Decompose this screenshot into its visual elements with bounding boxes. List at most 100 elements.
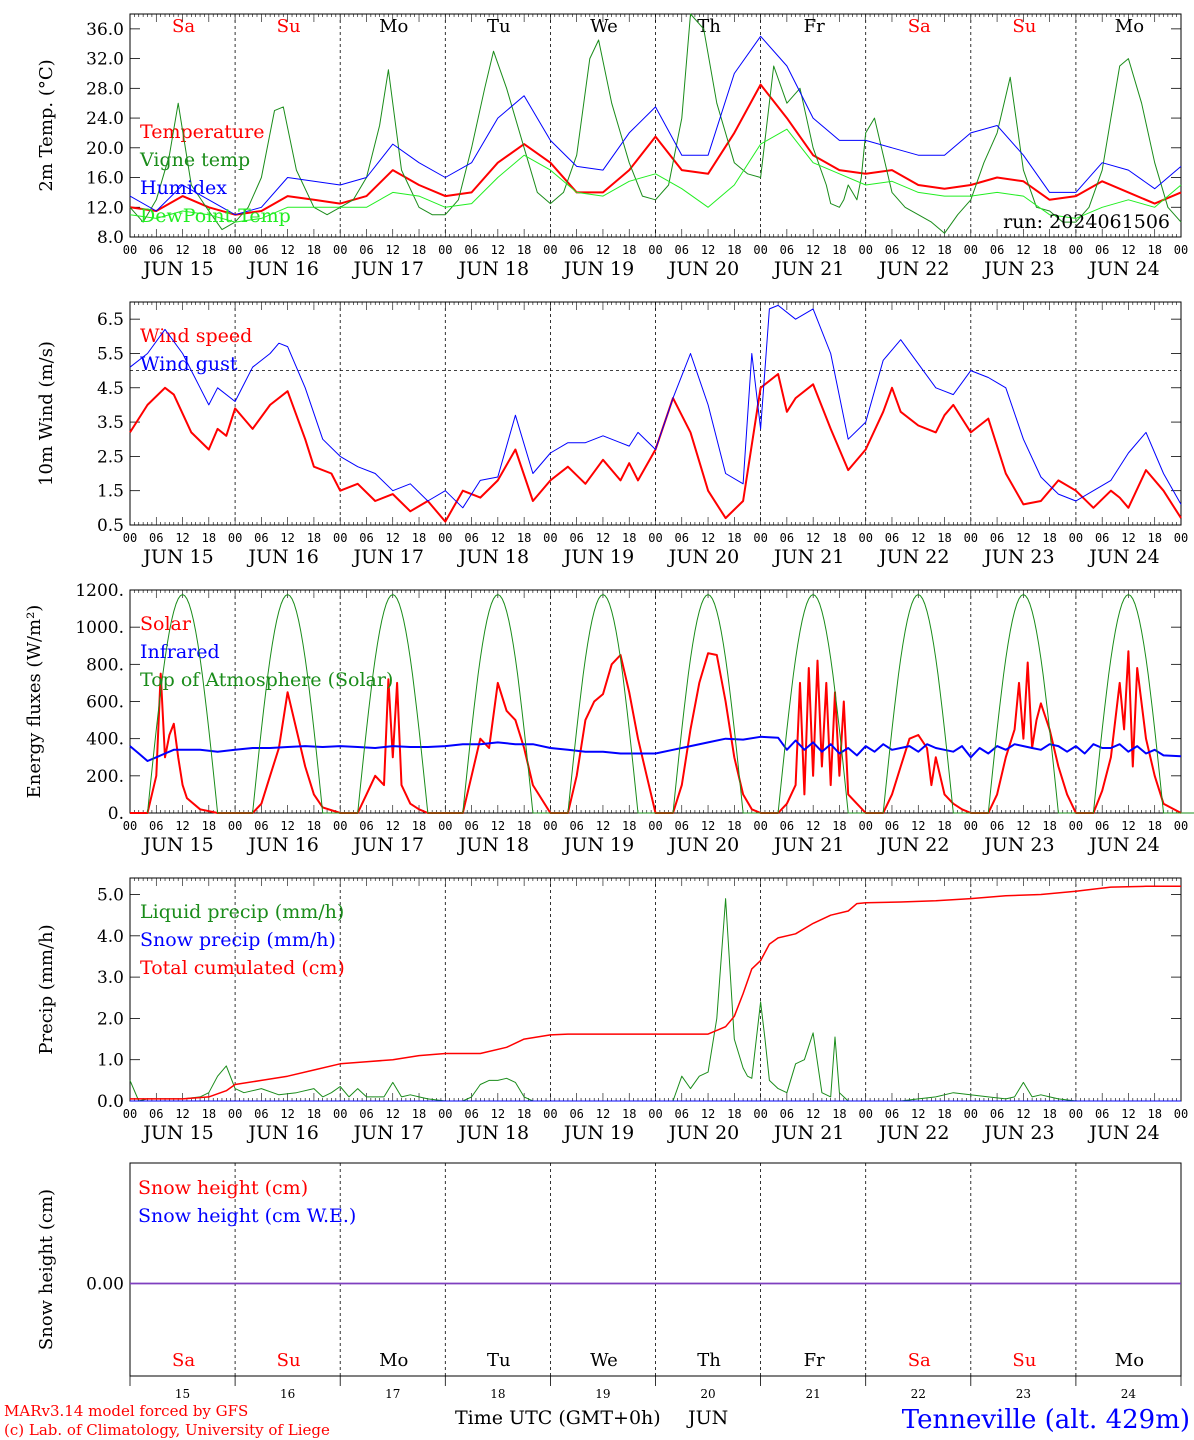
day-number: 20 [700, 1387, 715, 1401]
hour-label: 18 [1147, 819, 1161, 833]
day-number: 17 [385, 1387, 400, 1401]
date-label: JUN 21 [772, 834, 844, 856]
y-tick-label: 6.5 [97, 310, 124, 330]
y-axis-label: 2m Temp. (°C) [36, 59, 57, 191]
hour-label: 06 [885, 243, 899, 257]
hour-label: 00 [858, 1107, 872, 1121]
day-name: Sa [908, 1350, 931, 1371]
hour-label: 12 [491, 243, 505, 257]
day-number: 21 [806, 1387, 821, 1401]
hour-label: 18 [727, 531, 741, 545]
hour-label: 12 [386, 819, 400, 833]
hour-label: 12 [1121, 819, 1135, 833]
hour-label: 12 [280, 531, 294, 545]
hour-label: 06 [359, 243, 373, 257]
legend-entry: Snow precip (mm/h) [140, 929, 336, 951]
y-tick-label: 8.0 [97, 228, 124, 248]
y-tick-label: 1200. [75, 581, 124, 601]
series-energy-1 [129, 735, 1182, 762]
hour-label: 12 [701, 1107, 715, 1121]
hour-label: 18 [622, 819, 636, 833]
hour-label: 18 [307, 531, 321, 545]
hour-label: 12 [596, 243, 610, 257]
date-label: JUN 23 [982, 1122, 1054, 1144]
hour-label: 00 [753, 819, 767, 833]
date-label: JUN 17 [352, 1122, 424, 1144]
hour-label: 00 [1174, 1107, 1188, 1121]
hour-label: 12 [386, 243, 400, 257]
hour-label: 18 [1147, 531, 1161, 545]
series-energy-2 [147, 594, 1194, 814]
day-name: Fr [804, 16, 825, 37]
hour-label: 12 [386, 531, 400, 545]
hour-label: 00 [123, 1107, 137, 1121]
date-label: JUN 20 [667, 258, 739, 280]
y-tick-label: 36.0 [86, 20, 124, 40]
hour-label: 12 [1016, 243, 1030, 257]
hour-label: 06 [464, 1107, 478, 1121]
date-label: JUN 21 [772, 546, 844, 568]
day-name: Fr [804, 1350, 825, 1371]
hour-label: 06 [149, 531, 163, 545]
y-tick-label: 1000. [75, 618, 124, 638]
date-label: JUN 24 [1087, 1122, 1159, 1144]
hour-label: 18 [727, 819, 741, 833]
hour-label: 18 [517, 819, 531, 833]
hour-label: 06 [675, 531, 689, 545]
y-axis-label: Energy fluxes (W/m²) [24, 605, 45, 799]
hour-label: 00 [123, 531, 137, 545]
y-tick-label: 32.0 [86, 50, 124, 70]
series-wind-1 [129, 304, 1182, 509]
date-label: JUN 22 [877, 546, 949, 568]
day-name: Tu [487, 1350, 511, 1371]
legend-entry: Humidex [140, 177, 227, 199]
legend-entry: Infrared [140, 641, 220, 663]
hour-label: 12 [1016, 531, 1030, 545]
hour-label: 00 [543, 531, 557, 545]
hour-label: 18 [307, 819, 321, 833]
hour-label: 06 [569, 1107, 583, 1121]
hour-label: 06 [149, 1107, 163, 1121]
day-name: Mo [379, 1350, 408, 1371]
hour-label: 18 [202, 243, 216, 257]
hour-label: 06 [780, 531, 794, 545]
hour-label: 00 [964, 1107, 978, 1121]
hour-label: 00 [1069, 1107, 1083, 1121]
hour-label: 12 [596, 531, 610, 545]
hour-label: 00 [964, 819, 978, 833]
hour-label: 00 [438, 1107, 452, 1121]
day-name: Sa [172, 16, 195, 37]
hour-label: 06 [780, 243, 794, 257]
day-name: Sa [172, 1350, 195, 1371]
y-tick-label: 16.0 [86, 169, 124, 189]
hour-label: 00 [1069, 243, 1083, 257]
date-label: JUN 24 [1087, 834, 1159, 856]
hour-label: 00 [543, 819, 557, 833]
y-tick-label: 0.00 [86, 1275, 124, 1295]
hour-label: 12 [1016, 819, 1030, 833]
hour-label: 00 [228, 1107, 242, 1121]
date-label: JUN 21 [772, 1122, 844, 1144]
hour-label: 00 [858, 531, 872, 545]
hour-label: 12 [1016, 1107, 1030, 1121]
hour-label: 06 [1095, 531, 1109, 545]
date-label: JUN 20 [667, 834, 739, 856]
hour-label: 18 [1042, 531, 1056, 545]
hour-label: 18 [727, 1107, 741, 1121]
hour-label: 00 [543, 243, 557, 257]
hour-label: 12 [911, 243, 925, 257]
series-temp-2 [129, 35, 1182, 216]
day-name: We [590, 16, 618, 37]
date-label: JUN 22 [877, 1122, 949, 1144]
hour-label: 12 [596, 819, 610, 833]
hour-label: 00 [228, 243, 242, 257]
run-label: run: 2024061506 [1003, 211, 1170, 233]
hour-label: 18 [937, 1107, 951, 1121]
date-label: JUN 17 [352, 834, 424, 856]
hour-label: 18 [517, 243, 531, 257]
panel-frame [129, 301, 1182, 526]
day-number: 23 [1016, 1387, 1031, 1401]
day-number: 24 [1121, 1387, 1137, 1401]
hour-label: 12 [175, 243, 189, 257]
